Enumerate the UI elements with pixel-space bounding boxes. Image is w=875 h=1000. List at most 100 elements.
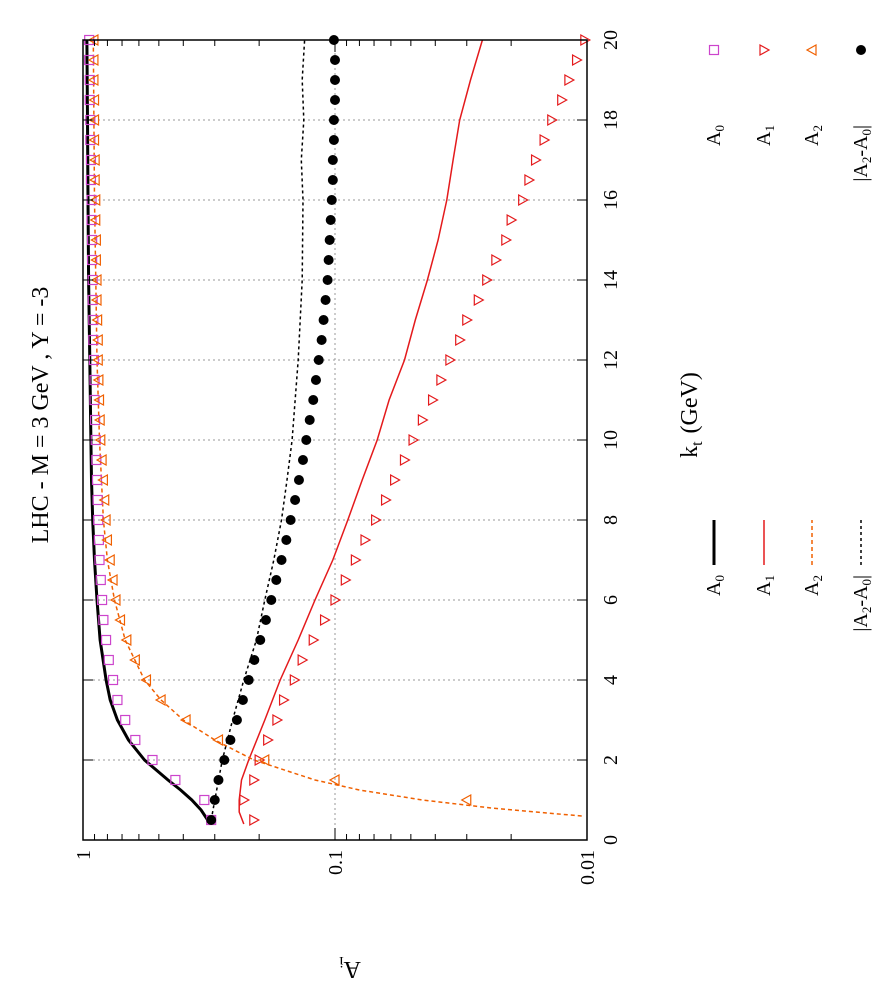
y-tick-label: 0.1 (325, 850, 347, 875)
data-point-A0 (88, 314, 99, 326)
legend-line-label-A2: A2 (801, 575, 825, 596)
data-point-A2 (212, 733, 224, 747)
data-point-diff (225, 735, 236, 745)
data-point-A2 (90, 293, 102, 307)
data-point-A1 (547, 113, 558, 127)
data-point-A1 (524, 173, 536, 187)
data-point-A2 (88, 153, 100, 167)
data-point-A1 (371, 513, 382, 527)
data-point-A2 (106, 573, 118, 587)
data-point-A0 (112, 694, 123, 706)
markers (84, 33, 592, 827)
legend-point-label-A0: A0 (703, 125, 727, 146)
data-point-A0 (89, 394, 100, 406)
x-tick-label: 10 (600, 430, 622, 450)
data-point-A2 (460, 793, 472, 807)
series-line-A1 (238, 40, 484, 825)
data-point-A1 (297, 653, 309, 667)
data-point-diff (290, 495, 301, 505)
data-point-A0 (92, 494, 103, 506)
data-point-A2 (179, 713, 191, 727)
data-point-A0 (89, 374, 100, 386)
series-line-diff (210, 40, 306, 821)
data-point-A0 (107, 674, 119, 686)
data-point-A2 (95, 453, 107, 467)
data-point-A2 (114, 613, 126, 627)
data-point-A1 (436, 373, 448, 387)
legend-point-label-diff: |A2-A0| (850, 125, 874, 182)
data-point-A0 (103, 654, 114, 666)
data-point-diff (313, 355, 324, 365)
y-tick-label: 1 (73, 850, 95, 860)
data-point-A2 (89, 213, 101, 227)
data-point-diff (325, 215, 336, 225)
data-point-diff (213, 775, 224, 785)
data-point-A2 (90, 233, 101, 247)
data-point-diff (318, 315, 329, 325)
data-point-A0 (85, 174, 97, 186)
data-point-A2 (88, 93, 100, 107)
data-point-A1 (390, 473, 401, 487)
data-point-A1 (506, 213, 518, 227)
data-point-A2 (88, 133, 100, 147)
x-tick-label: 18 (600, 110, 622, 130)
data-point-A2 (99, 513, 111, 527)
data-point-A2 (90, 253, 101, 267)
legend-point-marker-A2 (805, 43, 817, 57)
data-point-A0 (130, 734, 141, 746)
legend-point-marker-A0 (708, 44, 720, 56)
data-point-A1 (249, 813, 261, 827)
x-tick-label: 20 (600, 30, 622, 50)
data-point-A0 (84, 94, 95, 106)
data-point-A2 (88, 113, 100, 127)
ticks (82, 39, 588, 841)
tick-labels: 0 2 4 6 8 10 12 14 16 18 20 1 0.1 0.01 (73, 30, 622, 885)
x-tick-label: 2 (600, 755, 622, 765)
x-axis-label: kt(GeV) (677, 372, 706, 458)
data-point-A1 (289, 673, 301, 687)
data-point-A0 (86, 214, 97, 226)
data-point-diff (243, 675, 254, 685)
data-point-A1 (417, 413, 429, 427)
y-axis-label-sub: i (339, 953, 344, 970)
chart-title: LHC - M = 3 GeV , Y = -3 (28, 287, 54, 544)
y-tick-label: 0.01 (577, 850, 599, 885)
data-point-diff (293, 475, 304, 485)
data-point-A0 (94, 554, 105, 566)
data-point-diff (316, 335, 327, 345)
data-point-A0 (91, 454, 102, 466)
legend-line-label-A0: A0 (703, 575, 727, 596)
data-point-diff (327, 155, 338, 165)
legend-point-marker-A1 (759, 43, 771, 57)
x-tick-label: 8 (600, 515, 622, 525)
data-point-A1 (564, 73, 576, 87)
data-point-A0 (90, 414, 101, 426)
data-point-diff (276, 555, 287, 565)
data-point-diff (328, 115, 339, 125)
data-point-A0 (95, 574, 106, 586)
data-point-A2 (140, 673, 152, 687)
data-point-A2 (93, 413, 105, 427)
data-point-A1 (340, 573, 352, 587)
legend-point-label-A2: A2 (801, 125, 825, 146)
data-point-A1 (408, 433, 420, 447)
data-point-A0 (84, 54, 95, 66)
data-point-A0 (93, 514, 104, 526)
data-point-A2 (87, 73, 99, 87)
data-point-A2 (88, 173, 100, 187)
data-point-A0 (100, 634, 112, 646)
data-point-diff (281, 535, 292, 545)
data-point-A0 (84, 74, 95, 86)
data-point-diff (266, 595, 277, 605)
data-point-A1 (263, 733, 274, 747)
data-point-A1 (462, 313, 474, 327)
data-point-diff (301, 435, 312, 445)
data-point-diff (310, 375, 321, 385)
data-point-A0 (87, 294, 98, 306)
data-point-A2 (109, 593, 121, 607)
data-point-A1 (482, 273, 493, 287)
legend-point-marker-diff (856, 45, 866, 55)
data-point-A1 (350, 553, 362, 567)
